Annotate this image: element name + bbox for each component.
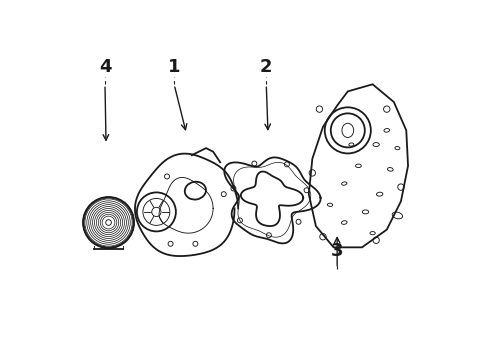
Text: 3: 3: [331, 242, 343, 260]
Text: 2: 2: [260, 58, 272, 76]
Text: 4: 4: [99, 58, 111, 76]
Text: 1: 1: [168, 58, 180, 76]
